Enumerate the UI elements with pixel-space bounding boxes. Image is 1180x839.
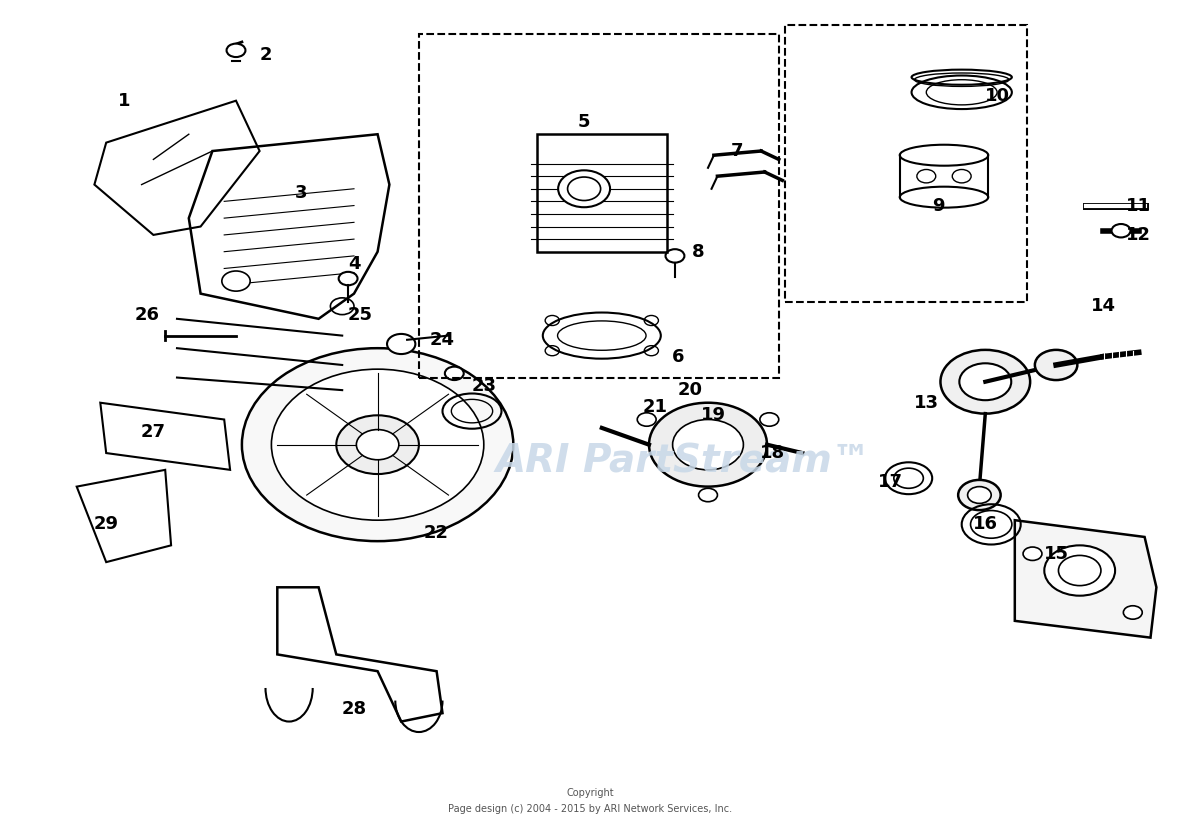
Circle shape [271, 369, 484, 520]
Text: 16: 16 [972, 515, 998, 534]
Circle shape [558, 170, 610, 207]
Circle shape [1123, 606, 1142, 619]
Circle shape [637, 413, 656, 426]
Text: 13: 13 [913, 393, 939, 412]
Circle shape [917, 169, 936, 183]
Text: Page design (c) 2004 - 2015 by ARI Network Services, Inc.: Page design (c) 2004 - 2015 by ARI Netwo… [448, 804, 732, 814]
Circle shape [940, 350, 1030, 414]
Circle shape [959, 363, 1011, 400]
Text: Copyright: Copyright [566, 788, 614, 798]
Circle shape [339, 272, 358, 285]
Polygon shape [1015, 520, 1156, 638]
Circle shape [445, 367, 464, 380]
Circle shape [242, 348, 513, 541]
Text: 25: 25 [347, 305, 373, 324]
Text: 29: 29 [93, 515, 119, 534]
Text: ARI PartStream™: ARI PartStream™ [496, 442, 871, 481]
Polygon shape [100, 403, 230, 470]
Text: 5: 5 [578, 112, 590, 131]
Circle shape [387, 334, 415, 354]
Circle shape [952, 169, 971, 183]
Polygon shape [77, 470, 171, 562]
Text: 4: 4 [348, 255, 360, 274]
Text: 23: 23 [471, 377, 497, 395]
Text: 24: 24 [430, 331, 455, 349]
Circle shape [222, 271, 250, 291]
Circle shape [227, 44, 245, 57]
Text: 10: 10 [984, 87, 1010, 106]
Text: 12: 12 [1126, 226, 1152, 244]
Text: 19: 19 [701, 406, 727, 425]
Text: 9: 9 [932, 196, 944, 215]
Text: 8: 8 [693, 242, 704, 261]
Circle shape [1044, 545, 1115, 596]
Circle shape [1023, 547, 1042, 560]
Text: 15: 15 [1043, 545, 1069, 563]
Text: 27: 27 [140, 423, 166, 441]
Text: 11: 11 [1126, 196, 1152, 215]
Circle shape [699, 488, 717, 502]
Circle shape [336, 415, 419, 474]
Circle shape [568, 177, 601, 201]
Circle shape [958, 480, 1001, 510]
Text: 7: 7 [732, 142, 743, 160]
Text: 28: 28 [341, 700, 367, 718]
Text: 2: 2 [260, 45, 271, 64]
Circle shape [330, 298, 354, 315]
Circle shape [760, 413, 779, 426]
Text: 14: 14 [1090, 297, 1116, 315]
Circle shape [649, 403, 767, 487]
Circle shape [356, 430, 399, 460]
Circle shape [1112, 224, 1130, 237]
Circle shape [1035, 350, 1077, 380]
Circle shape [673, 420, 743, 470]
Text: 1: 1 [118, 91, 130, 110]
Text: 17: 17 [878, 473, 904, 492]
Text: 3: 3 [295, 184, 307, 202]
Circle shape [1058, 555, 1101, 586]
Circle shape [968, 487, 991, 503]
Text: 18: 18 [760, 444, 786, 462]
Text: 21: 21 [642, 398, 668, 416]
Text: 20: 20 [677, 381, 703, 399]
Text: 26: 26 [135, 305, 160, 324]
Text: 22: 22 [424, 524, 450, 542]
Circle shape [666, 249, 684, 263]
Text: 6: 6 [673, 347, 684, 366]
